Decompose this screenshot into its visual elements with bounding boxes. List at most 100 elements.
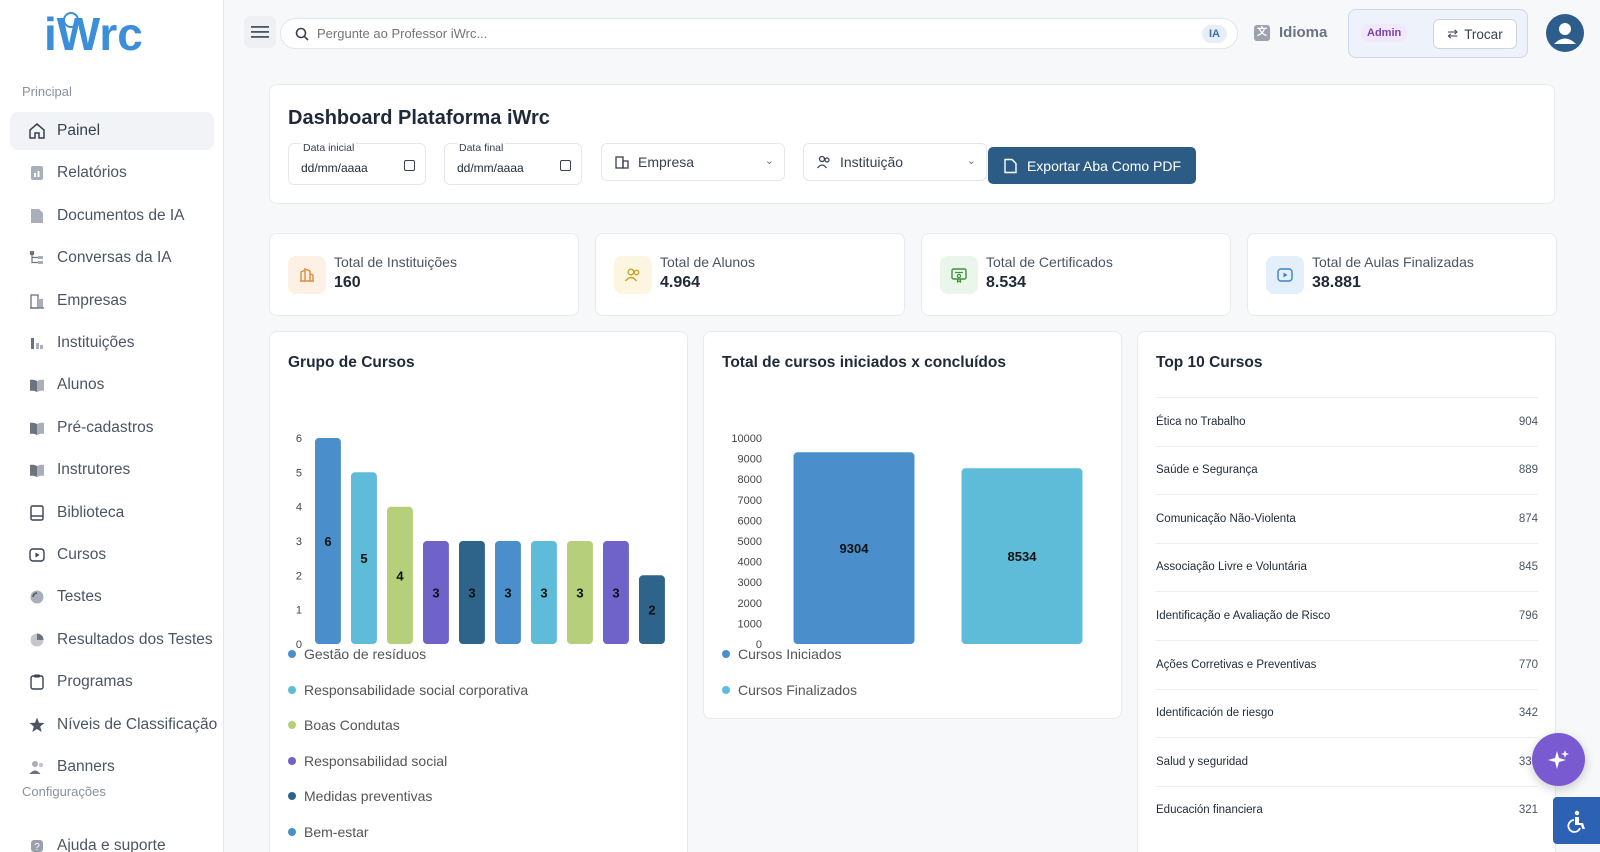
bar[interactable]	[793, 452, 915, 644]
y-tick-label: 3000	[738, 577, 762, 589]
switch-role-button[interactable]: ⇄ Trocar	[1433, 19, 1517, 49]
sidebar-item-cursos[interactable]: Cursos	[10, 536, 214, 574]
iniciados-concluidos-chart: 0 1000 2000 3000 4000 5000 6000 7000 8000 9000 100…	[731, 433, 1083, 651]
legend-item[interactable]: Boas Condutas	[288, 717, 400, 733]
logo-text: iWrc	[44, 10, 143, 58]
bar[interactable]	[387, 506, 413, 644]
sidebar-item-resultados-dos-testes[interactable]: Resultados dos Testes	[10, 621, 214, 659]
calendar-icon[interactable]	[560, 160, 571, 171]
avatar[interactable]	[1546, 14, 1584, 52]
sidebar-item-pre-cadastros[interactable]: Pré-cadastros	[10, 409, 214, 447]
svg-text:?: ?	[34, 842, 40, 852]
legend-item[interactable]: Cursos Iniciados	[722, 646, 842, 662]
bar[interactable]	[423, 541, 449, 644]
course-name: Comunicação Não-Violenta	[1156, 512, 1296, 525]
legend-swatch	[288, 792, 296, 801]
course-name: Saúde e Segurança	[1156, 464, 1258, 477]
list-item[interactable]: Identificación de riesgo 342	[1156, 688, 1538, 737]
top10-title: Top 10 Cursos	[1156, 354, 1263, 371]
sidebar-item-empresas[interactable]: Empresas	[10, 282, 214, 320]
ai-assistant-button[interactable]	[1532, 733, 1585, 786]
legend-label: Responsabilidade social corporativa	[304, 681, 529, 698]
course-name: Ações Corretivas e Preventivas	[1156, 658, 1317, 671]
list-item[interactable]: Saúde e Segurança 889	[1156, 445, 1538, 494]
legend-item[interactable]: Responsabilidad social	[288, 753, 447, 769]
home-icon	[28, 122, 46, 140]
legend-label: Medidas preventivas	[304, 788, 433, 805]
book-icon	[28, 461, 46, 479]
sidebar-item-programas[interactable]: Programas	[10, 663, 214, 701]
sidebar-item-label: Programas	[57, 673, 133, 691]
date-start-field[interactable]: Data inicial dd/mm/aaaa	[288, 142, 426, 185]
menu-toggle-button[interactable]	[244, 16, 276, 48]
sidebar-item-label: Alunos	[57, 376, 105, 394]
iwrc-logo[interactable]: iWrc	[44, 10, 184, 58]
stat-value: 4.964	[660, 274, 701, 291]
legend-item[interactable]: Responsabilidade social corporativa	[288, 682, 528, 698]
list-item[interactable]: Ações Corretivas e Preventivas 770	[1156, 640, 1538, 688]
sidebar-item-label: Empresas	[57, 291, 127, 309]
legend-swatch	[722, 650, 730, 658]
sidebar-item-conversas-da-ia[interactable]: Conversas da IA	[10, 239, 214, 277]
sidebar-item-biblioteca[interactable]: Biblioteca	[10, 494, 214, 532]
legend-label: Boas Condutas	[304, 717, 400, 734]
sidebar-item-label: Testes	[57, 588, 102, 606]
sidebar-item-alunos[interactable]: Alunos	[10, 366, 214, 404]
book-icon	[28, 419, 46, 437]
search-input[interactable]	[317, 19, 1202, 48]
bar[interactable]	[315, 438, 341, 644]
legend-item[interactable]: Bem-estar	[288, 824, 369, 840]
section-label-principal: Principal	[22, 84, 72, 99]
list-item[interactable]: Associação Livre e Voluntária 845	[1156, 542, 1538, 591]
bar[interactable]	[351, 472, 377, 644]
course-name: Educación financiera	[1156, 804, 1263, 817]
sidebar-item-banners[interactable]: Banners	[10, 748, 214, 786]
bar[interactable]	[603, 541, 629, 644]
legend-item[interactable]: Medidas preventivas	[288, 788, 432, 804]
bar[interactable]	[531, 541, 557, 644]
list-item[interactable]: Identificação e Avaliação de Risco 796	[1156, 591, 1538, 639]
bar[interactable]	[567, 541, 593, 644]
empresa-select[interactable]: Empresa ⌄	[601, 143, 785, 181]
file-icon	[1004, 158, 1017, 173]
sidebar-item-niveis-de-classificacao[interactable]: Níveis de Classificação	[10, 706, 217, 744]
sidebar-item-painel[interactable]: Painel	[10, 112, 214, 150]
bar[interactable]	[459, 541, 485, 644]
sidebar-item-label: Conversas da IA	[57, 249, 172, 267]
bar-value-label: 4	[396, 568, 404, 583]
language-button[interactable]: 文 Idioma	[1254, 24, 1327, 41]
export-pdf-button[interactable]: Exportar Aba Como PDF	[988, 147, 1196, 184]
ia-badge[interactable]: IA	[1202, 24, 1227, 43]
date-start-value: dd/mm/aaaa	[301, 161, 368, 175]
iniciados-concluidos-card: Total de cursos iniciados x concluídos 0…	[703, 331, 1122, 719]
course-count: 321	[1518, 804, 1538, 817]
bar[interactable]	[961, 468, 1083, 644]
bar-value-label: 3	[432, 586, 439, 601]
date-end-field[interactable]: Data final dd/mm/aaaa	[444, 142, 582, 185]
bar[interactable]	[639, 575, 665, 644]
list-item[interactable]: Ética no Trabalho 904	[1156, 397, 1538, 445]
list-item[interactable]: Educación financiera 321	[1156, 785, 1538, 834]
y-tick-label: 6	[296, 433, 302, 445]
sidebar-item-testes[interactable]: Testes	[10, 578, 214, 616]
accessibility-button[interactable]	[1553, 797, 1600, 844]
legend-item[interactable]: Cursos Finalizados	[722, 682, 857, 698]
sidebar-item-relatorios[interactable]: Relatórios	[10, 154, 214, 192]
bar[interactable]	[495, 541, 521, 644]
legend-item[interactable]: Gestão de resíduos	[288, 646, 426, 662]
sidebar-item-label: Cursos	[57, 546, 107, 563]
y-tick-label: 0	[756, 639, 762, 651]
sidebar-item-instituicoes[interactable]: Instituições	[10, 324, 214, 362]
sidebar-item-label: Ajuda e suporte	[57, 837, 166, 852]
sidebar-item-documentos-de-ia[interactable]: Documentos de IA	[10, 197, 214, 235]
dashboard-filter-card: Dashboard Plataforma iWrc Data inicial d…	[269, 84, 1555, 204]
legend-swatch	[288, 828, 296, 836]
instituicao-select[interactable]: Instituição ⌄	[803, 143, 987, 181]
calendar-icon[interactable]	[404, 160, 415, 171]
list-item[interactable]: Salud y seguridad 335	[1156, 737, 1538, 785]
sidebar-item-ajuda[interactable]: ? Ajuda e suporte	[10, 827, 214, 852]
sidebar-item-instrutores[interactable]: Instrutores	[10, 451, 214, 489]
list-item[interactable]: Comunicação Não-Violenta 874	[1156, 494, 1538, 542]
hamburger-icon	[251, 26, 269, 38]
course-count: 796	[1518, 609, 1538, 622]
